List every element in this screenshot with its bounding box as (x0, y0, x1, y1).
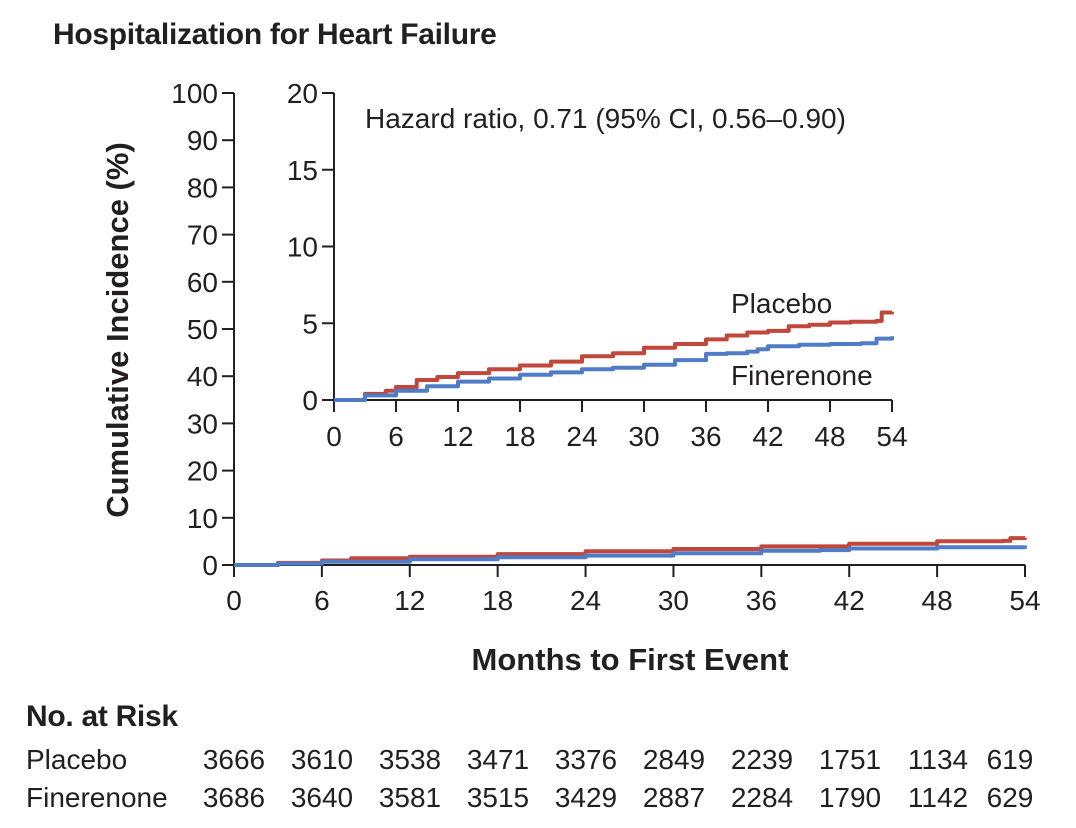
risk-table-title: No. at Risk (26, 700, 178, 733)
main-x-tick-label: 36 (746, 585, 777, 616)
inset-y-tick-label: 10 (287, 232, 318, 263)
inset-x-tick-label: 54 (876, 421, 907, 452)
risk-row-finerenone: Finerenone 3686 3640 3581 3515 3429 2887 2284 17… (26, 782, 1066, 816)
inset-y-tick-label: 20 (287, 78, 318, 109)
main-y-tick-label: 0 (202, 550, 218, 581)
inset-y-tick-label: 15 (287, 155, 318, 186)
hazard-ratio-annotation: Hazard ratio, 0.71 (95% CI, 0.56–0.90) (365, 103, 846, 134)
risk-cell: 2849 (642, 744, 706, 775)
risk-cell: 3538 (378, 744, 442, 775)
main-x-tick-label: 42 (834, 585, 865, 616)
main-x-axis-label: Months to First Event (472, 642, 789, 677)
risk-row-placebo: Placebo 3666 3610 3538 3471 3376 2849 2239 1751 1… (26, 744, 1066, 778)
main-x-tick-label: 24 (570, 585, 601, 616)
risk-cell: 3376 (554, 744, 618, 775)
risk-cell: 2284 (730, 782, 794, 813)
risk-cell: 3471 (466, 744, 530, 775)
inset-y-tick-label: 0 (302, 385, 318, 416)
inset-label-finerenone: Finerenone (731, 360, 873, 391)
risk-cell: 3686 (202, 782, 266, 813)
risk-cell: 3610 (290, 744, 354, 775)
main-y-tick-label: 70 (187, 220, 218, 251)
inset-series-placebo (334, 310, 894, 402)
risk-row-label: Finerenone (26, 782, 168, 813)
risk-cell: 3515 (466, 782, 530, 813)
inset-x-tick-label: 6 (388, 421, 404, 452)
inset-y-tick-label: 5 (302, 308, 318, 339)
inset-label-placebo: Placebo (731, 288, 832, 319)
chart-title: Hospitalization for Heart Failure (53, 18, 497, 51)
main-y-tick-label: 40 (187, 361, 218, 392)
risk-row-label: Placebo (26, 744, 128, 775)
main-y-tick-label: 80 (187, 172, 218, 203)
risk-cell: 1790 (818, 782, 882, 813)
main-x-tick-label: 30 (658, 585, 689, 616)
inset-x-tick-label: 30 (628, 421, 659, 452)
main-y-tick-label: 60 (187, 267, 218, 298)
risk-cell: 3429 (554, 782, 618, 813)
risk-cell: 1751 (818, 744, 882, 775)
risk-cell: 619 (986, 744, 1034, 775)
main-x-tick-label: 54 (1009, 585, 1040, 616)
risk-cell: 3581 (378, 782, 442, 813)
main-y-tick-label: 30 (187, 408, 218, 439)
inset-x-tick-label: 36 (690, 421, 721, 452)
main-y-tick-label: 90 (187, 125, 218, 156)
main-x-tick-label: 48 (922, 585, 953, 616)
main-y-tick-label: 100 (171, 78, 218, 109)
risk-cell: 629 (986, 782, 1034, 813)
main-y-tick-label: 20 (187, 456, 218, 487)
main-x-tick-label: 0 (226, 585, 242, 616)
main-x-tick-label: 6 (314, 585, 330, 616)
main-x-tick-label: 18 (482, 585, 513, 616)
inset-x-tick-label: 24 (566, 421, 597, 452)
inset-x-tick-label: 0 (326, 421, 342, 452)
risk-cell: 2239 (730, 744, 794, 775)
main-series-finerenone (234, 545, 1027, 567)
main-y-axis-label: Cumulative Incidence (%) (100, 142, 135, 518)
inset-x-tick-label: 48 (814, 421, 845, 452)
inset-x-tick-label: 12 (442, 421, 473, 452)
inset-x-tick-label: 18 (504, 421, 535, 452)
risk-cell: 1134 (907, 744, 969, 775)
main-y-tick-label: 50 (187, 314, 218, 345)
main-x-tick-label: 12 (394, 585, 425, 616)
risk-cell: 3666 (202, 744, 266, 775)
main-y-tick-label: 10 (187, 503, 218, 534)
inset-x-tick-label: 42 (752, 421, 783, 452)
risk-cell: 3640 (290, 782, 354, 813)
risk-cell: 1142 (907, 782, 969, 813)
risk-cell: 2887 (642, 782, 706, 813)
inset-series-finerenone (334, 336, 894, 402)
